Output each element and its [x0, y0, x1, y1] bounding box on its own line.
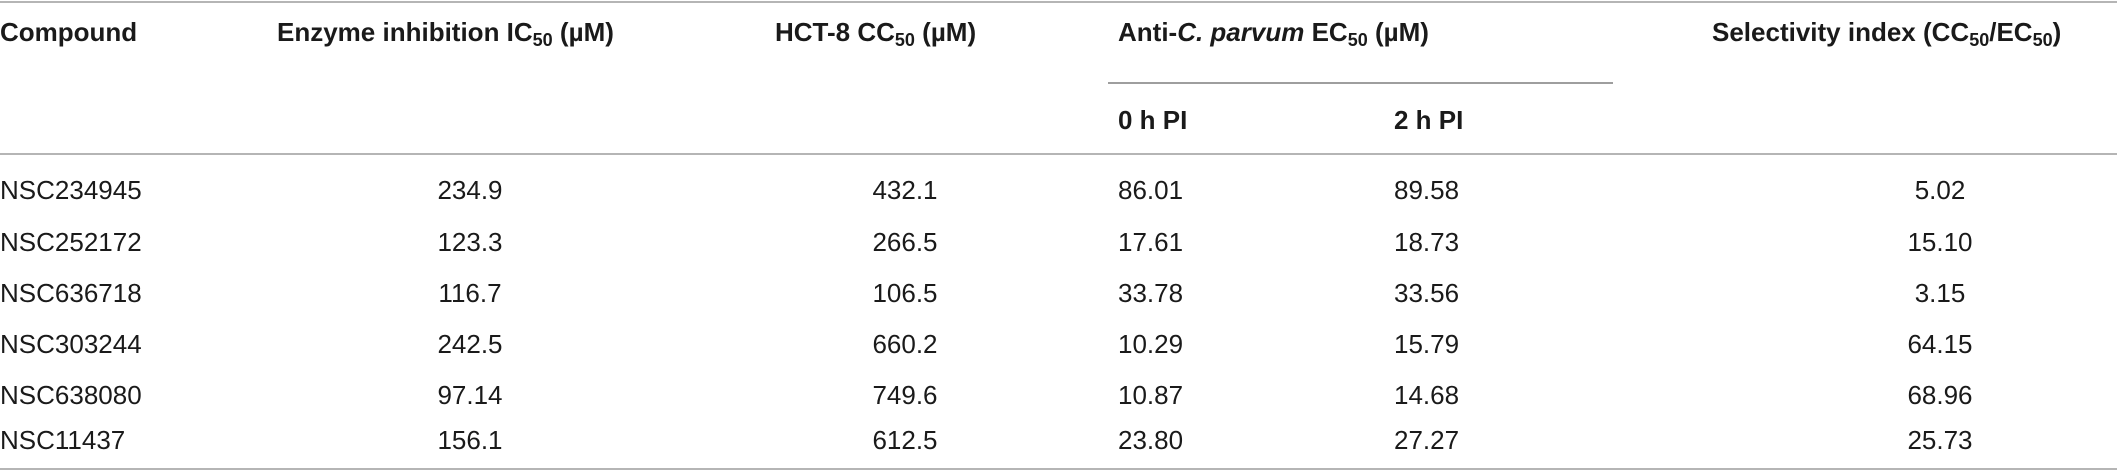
- cell-compound: NSC252172: [0, 227, 142, 257]
- header-compound: Compound: [0, 17, 138, 47]
- cell-ec50-2h: 15.79: [1394, 329, 1460, 359]
- cell-selectivity-index: 64.15: [1907, 329, 1973, 359]
- header-unit: (µM): [1367, 17, 1429, 47]
- cell-ec50-0h: 10.29: [1118, 329, 1184, 359]
- cell-enzyme-ic50: 97.14: [437, 380, 503, 410]
- cell-ec50-0h: 23.80: [1118, 425, 1184, 455]
- header-text: HCT-8 CC: [775, 17, 895, 47]
- cell-selectivity-index: 15.10: [1907, 227, 1973, 257]
- cell-ec50-0h: 86.01: [1118, 175, 1184, 205]
- cell-compound: NSC636718: [0, 278, 142, 308]
- cell-compound: NSC303244: [0, 329, 142, 359]
- cell-ec50-0h: 10.87: [1118, 380, 1184, 410]
- cell-enzyme-ic50: 156.1: [437, 425, 503, 455]
- cell-selectivity-index: 3.15: [1914, 278, 1966, 308]
- cell-enzyme-ic50: 123.3: [437, 227, 503, 257]
- cell-hct8-cc50: 266.5: [872, 227, 938, 257]
- header-text: Anti-: [1118, 17, 1178, 47]
- header-enzyme-inhibition: Enzyme inhibition IC50 (µM): [277, 16, 614, 50]
- table-bottom-rule: [0, 468, 2117, 470]
- table-top-rule: [0, 1, 2117, 3]
- cell-enzyme-ic50: 242.5: [437, 329, 503, 359]
- header-subscript: 50: [1969, 30, 1990, 50]
- header-text: EC: [1304, 17, 1348, 47]
- header-hct8: HCT-8 CC50 (µM): [775, 16, 977, 50]
- cell-hct8-cc50: 749.6: [872, 380, 938, 410]
- cell-selectivity-index: 5.02: [1914, 175, 1966, 205]
- header-subscript: 50: [532, 30, 553, 50]
- header-subscript: 50: [894, 30, 915, 50]
- cell-enzyme-ic50: 116.7: [438, 278, 502, 308]
- cell-hct8-cc50: 612.5: [872, 425, 938, 455]
- cell-enzyme-ic50: 234.9: [437, 175, 503, 205]
- header-subscript: 50: [2032, 30, 2053, 50]
- header-text: Enzyme inhibition IC: [277, 17, 533, 47]
- header-text: Selectivity index (CC: [1712, 17, 1970, 47]
- cell-selectivity-index: 68.96: [1907, 380, 1973, 410]
- header-text: /EC: [1989, 17, 2033, 47]
- cell-hct8-cc50: 106.5: [872, 278, 938, 308]
- cell-ec50-2h: 14.68: [1394, 380, 1460, 410]
- cell-ec50-0h: 33.78: [1118, 278, 1184, 308]
- header-subscript: 50: [1347, 30, 1368, 50]
- cell-ec50-0h: 17.61: [1118, 227, 1184, 257]
- cell-compound: NSC638080: [0, 380, 142, 410]
- cell-selectivity-index: 25.73: [1907, 425, 1973, 455]
- header-unit: (µM): [914, 17, 977, 47]
- cell-compound: NSC234945: [0, 175, 142, 205]
- header-text: ): [2052, 17, 2062, 47]
- cell-ec50-2h: 89.58: [1394, 175, 1460, 205]
- cell-compound: NSC11437: [0, 425, 126, 455]
- header-anti-c-parvum: Anti-C. parvum EC50 (µM): [1118, 16, 1429, 50]
- cell-hct8-cc50: 432.1: [872, 175, 938, 205]
- header-group-rule: [1108, 82, 1613, 84]
- header-selectivity-index: Selectivity index (CC50/EC50): [1712, 16, 2062, 50]
- cell-ec50-2h: 27.27: [1394, 425, 1460, 455]
- cell-ec50-2h: 18.73: [1394, 227, 1460, 257]
- cell-ec50-2h: 33.56: [1394, 278, 1460, 308]
- header-bottom-rule: [0, 153, 2117, 155]
- header-unit: (µM): [552, 17, 614, 47]
- cell-hct8-cc50: 660.2: [872, 329, 938, 359]
- header-0h-pi: 0 h PI: [1118, 105, 1188, 135]
- header-species: C. parvum: [1177, 17, 1305, 47]
- header-2h-pi: 2 h PI: [1394, 105, 1464, 135]
